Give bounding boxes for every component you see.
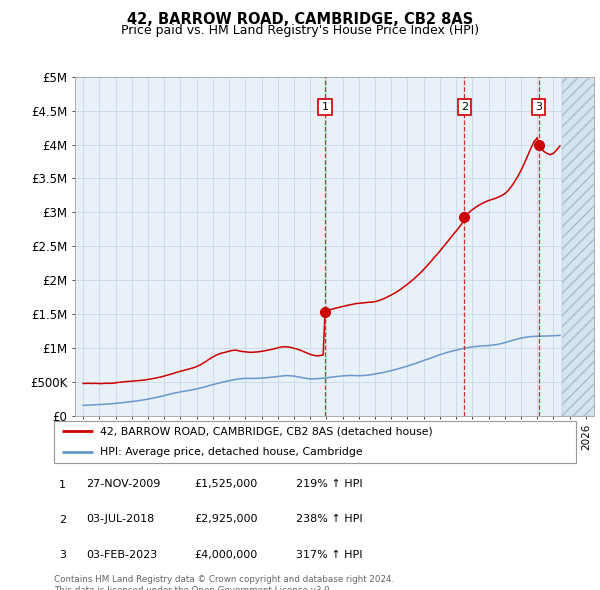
Text: 1: 1 xyxy=(59,480,66,490)
Text: 42, BARROW ROAD, CAMBRIDGE, CB2 8AS: 42, BARROW ROAD, CAMBRIDGE, CB2 8AS xyxy=(127,12,473,27)
Text: 3: 3 xyxy=(535,102,542,112)
Text: £4,000,000: £4,000,000 xyxy=(194,550,257,559)
Text: 238% ↑ HPI: 238% ↑ HPI xyxy=(296,514,362,524)
FancyBboxPatch shape xyxy=(54,421,576,463)
Text: 03-FEB-2023: 03-FEB-2023 xyxy=(86,550,157,559)
Text: £1,525,000: £1,525,000 xyxy=(194,479,257,489)
Text: Contains HM Land Registry data © Crown copyright and database right 2024.
This d: Contains HM Land Registry data © Crown c… xyxy=(54,575,394,590)
Text: 3: 3 xyxy=(59,550,66,560)
Text: Price paid vs. HM Land Registry's House Price Index (HPI): Price paid vs. HM Land Registry's House … xyxy=(121,24,479,37)
Bar xyxy=(562,77,600,416)
Text: 2: 2 xyxy=(59,515,66,525)
Text: 27-NOV-2009: 27-NOV-2009 xyxy=(86,479,160,489)
Text: 42, BARROW ROAD, CAMBRIDGE, CB2 8AS (detached house): 42, BARROW ROAD, CAMBRIDGE, CB2 8AS (det… xyxy=(100,427,433,436)
Text: 1: 1 xyxy=(322,102,329,112)
Text: 317% ↑ HPI: 317% ↑ HPI xyxy=(296,550,362,559)
Text: 2: 2 xyxy=(461,102,468,112)
Text: HPI: Average price, detached house, Cambridge: HPI: Average price, detached house, Camb… xyxy=(100,447,362,457)
Text: £2,925,000: £2,925,000 xyxy=(194,514,257,524)
Text: 219% ↑ HPI: 219% ↑ HPI xyxy=(296,479,362,489)
Text: 03-JUL-2018: 03-JUL-2018 xyxy=(86,514,154,524)
